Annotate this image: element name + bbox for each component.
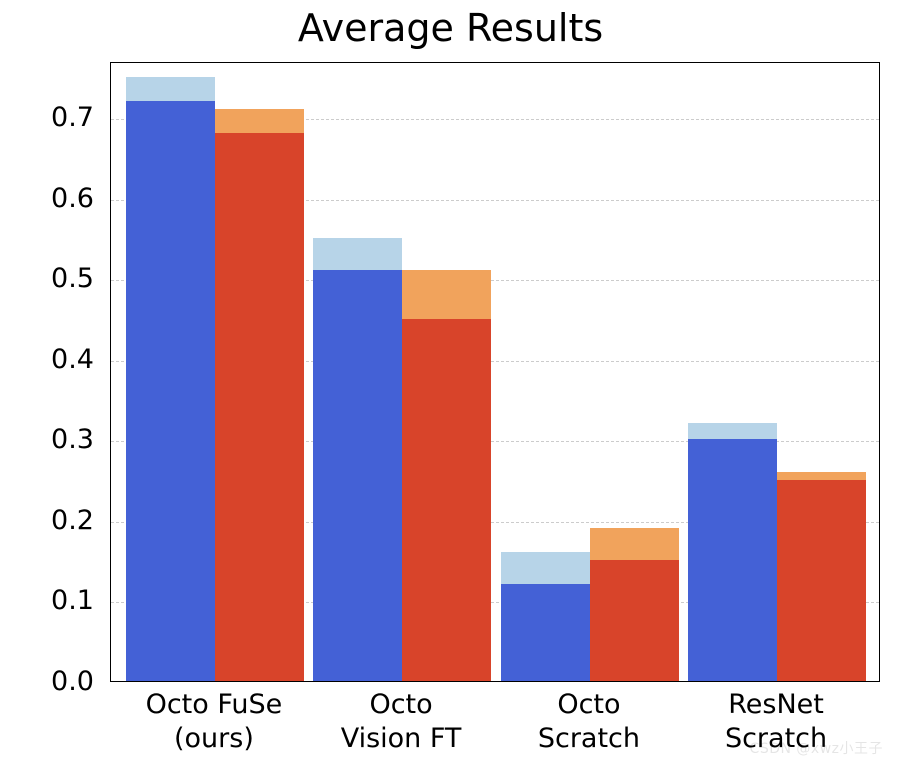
- bar-s1_front: [126, 101, 215, 681]
- figure: Average Results CSDN @xwz小王子 0.00.10.20.…: [0, 0, 901, 764]
- xtick-label: ResNet Scratch: [676, 688, 876, 756]
- xtick-label: Octo Scratch: [489, 688, 689, 756]
- ytick-label: 0.1: [0, 585, 94, 616]
- bar-s1_front: [501, 584, 590, 681]
- ytick-label: 0.6: [0, 183, 94, 214]
- ytick-label: 0.2: [0, 505, 94, 536]
- bar-s2_front: [590, 560, 679, 681]
- xtick-label: Octo Vision FT: [301, 688, 501, 756]
- bar-s1_front: [688, 439, 777, 681]
- bar-s2_front: [215, 133, 304, 681]
- chart-title: Average Results: [0, 6, 901, 50]
- ytick-label: 0.0: [0, 666, 94, 697]
- ytick-label: 0.5: [0, 263, 94, 294]
- ytick-label: 0.3: [0, 424, 94, 455]
- ytick-label: 0.7: [0, 102, 94, 133]
- xtick-label: Octo FuSe (ours): [114, 688, 314, 756]
- bar-s2_front: [402, 319, 491, 681]
- plot-area: [110, 62, 880, 682]
- bar-s1_front: [313, 270, 402, 681]
- bar-s2_front: [777, 480, 866, 681]
- ytick-label: 0.4: [0, 344, 94, 375]
